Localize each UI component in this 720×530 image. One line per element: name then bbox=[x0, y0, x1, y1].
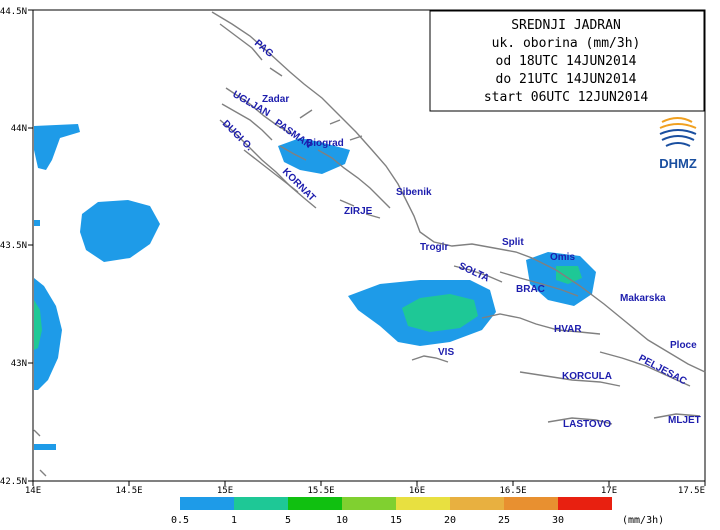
place-label: Split bbox=[502, 237, 524, 248]
legend-swatch bbox=[234, 497, 288, 510]
legend-threshold: 1 bbox=[231, 515, 237, 526]
title-line: do 21UTC 14JUN2014 bbox=[496, 72, 637, 87]
y-tick-label: 44.5N bbox=[0, 7, 27, 17]
title-box: SREDNJI JADRAN uk. oborina (mm/3h) od 18… bbox=[429, 10, 705, 112]
legend-swatch bbox=[288, 497, 342, 510]
x-tick-label: 15.5E bbox=[307, 486, 334, 496]
y-tick-label: 43N bbox=[11, 359, 27, 369]
x-axis-labels: 14E 14.5E 15E 15.5E 16E 16.5E 17E 17.5E bbox=[25, 486, 705, 496]
precip-area bbox=[34, 220, 40, 226]
dhmz-logo: DHMZ bbox=[659, 117, 697, 171]
x-tick-label: 15E bbox=[217, 486, 233, 496]
place-label: LASTOVO bbox=[563, 419, 611, 430]
title-line: uk. oborina (mm/3h) bbox=[492, 36, 641, 51]
place-label: Makarska bbox=[620, 293, 666, 304]
precip-area bbox=[278, 138, 350, 174]
place-label: MLJET bbox=[668, 415, 701, 426]
legend-threshold: 0.5 bbox=[171, 515, 189, 526]
place-label: Ploce bbox=[670, 340, 697, 351]
x-tick-label: 14.5E bbox=[115, 486, 142, 496]
place-label: Biograd bbox=[306, 138, 344, 149]
title-box-frame bbox=[429, 10, 705, 112]
x-tick-label: 16E bbox=[409, 486, 425, 496]
precip-area-moderate bbox=[402, 294, 478, 332]
y-tick-label: 44N bbox=[11, 124, 27, 134]
precip-areas bbox=[34, 124, 596, 450]
legend-threshold: 20 bbox=[444, 515, 456, 526]
title-line: od 18UTC 14JUN2014 bbox=[496, 54, 637, 69]
place-label: KORCULA bbox=[562, 371, 612, 382]
logo-text: DHMZ bbox=[659, 156, 697, 171]
precip-area bbox=[34, 124, 80, 170]
place-label: HVAR bbox=[554, 324, 582, 335]
logo-swirl-icon bbox=[659, 117, 697, 147]
precip-area-moderate bbox=[34, 300, 42, 350]
legend-threshold: 5 bbox=[285, 515, 291, 526]
place-label: Sibenik bbox=[396, 187, 432, 198]
coastline bbox=[33, 11, 706, 477]
y-tick-label: 42.5N bbox=[0, 477, 27, 487]
x-tick-label: 16.5E bbox=[499, 486, 526, 496]
legend-swatch bbox=[180, 497, 234, 510]
legend-swatch bbox=[396, 497, 450, 510]
legend-threshold: 30 bbox=[552, 515, 564, 526]
legend-threshold: 25 bbox=[498, 515, 510, 526]
x-tick-label: 17E bbox=[601, 486, 617, 496]
legend-swatch bbox=[342, 497, 396, 510]
legend-threshold: 10 bbox=[336, 515, 348, 526]
title-line: start 06UTC 12JUN2014 bbox=[484, 90, 649, 105]
axis-ticks bbox=[28, 9, 706, 486]
place-label: Omis bbox=[550, 252, 575, 263]
place-label: VIS bbox=[438, 347, 454, 358]
precip-area-moderate bbox=[556, 266, 582, 284]
precip-area bbox=[80, 200, 160, 262]
legend-swatch bbox=[558, 497, 612, 510]
legend-swatch bbox=[450, 497, 504, 510]
place-label: BRAC bbox=[516, 284, 545, 295]
legend-swatch bbox=[504, 497, 558, 510]
place-label: Zadar bbox=[262, 94, 289, 105]
legend: 0.5 1 5 10 15 20 25 30 (mm/3h) bbox=[171, 497, 664, 526]
x-tick-label: 17.5E bbox=[678, 486, 705, 496]
precip-area bbox=[34, 278, 62, 390]
x-tick-label: 14E bbox=[25, 486, 41, 496]
precip-area bbox=[34, 444, 56, 450]
legend-unit: (mm/3h) bbox=[622, 515, 664, 526]
place-label: ZIRJE bbox=[344, 206, 373, 217]
y-axis-labels: 44.5N 44N 43.5N 43N 42.5N bbox=[0, 7, 27, 487]
title-line: SREDNJI JADRAN bbox=[511, 18, 621, 33]
y-tick-label: 43.5N bbox=[0, 241, 27, 251]
legend-threshold: 15 bbox=[390, 515, 402, 526]
place-label: Trogir bbox=[420, 242, 448, 253]
